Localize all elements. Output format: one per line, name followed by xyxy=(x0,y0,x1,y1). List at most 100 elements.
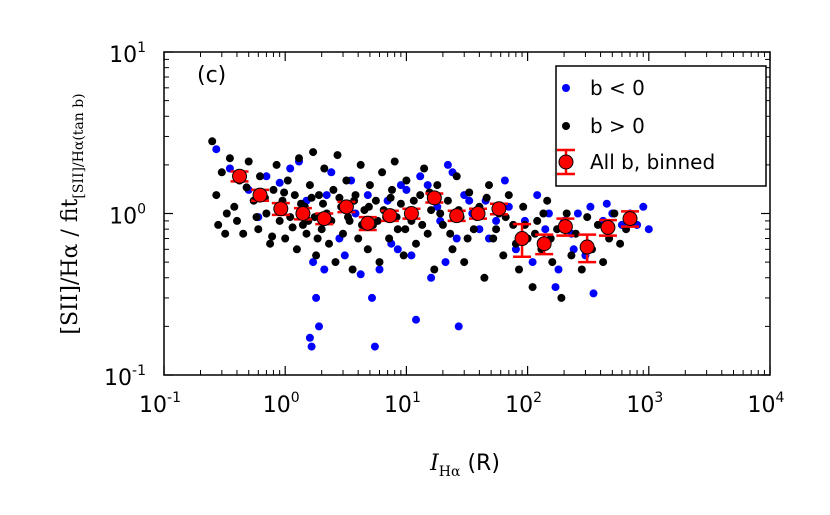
scatter-point xyxy=(423,229,432,238)
scatter-point xyxy=(569,245,578,254)
x-tick-exp: 1 xyxy=(412,390,421,406)
scatter-point xyxy=(602,199,611,208)
y-axis-label-sub: [SII]/Hα(tan b) xyxy=(71,93,87,198)
scatter-point xyxy=(557,293,566,302)
scatter-point xyxy=(482,193,491,202)
scatter-point xyxy=(221,229,230,238)
scatter-point xyxy=(485,181,493,190)
x-tick-base: 10 xyxy=(263,393,291,418)
scatter-point xyxy=(420,164,429,173)
scatter-point xyxy=(268,232,277,241)
scatter-point xyxy=(212,191,221,200)
x-tick-label: 103 xyxy=(626,390,663,418)
scatter-point xyxy=(412,239,420,248)
scatter-point xyxy=(433,181,442,190)
scatter-point xyxy=(252,213,261,222)
scatter-point xyxy=(331,258,340,267)
scatter-point xyxy=(269,185,278,194)
scatter-point xyxy=(465,196,474,205)
scatter-point xyxy=(416,191,425,200)
scatter-point xyxy=(290,191,299,200)
scatter-point xyxy=(233,216,241,225)
binned-point xyxy=(622,211,638,227)
scatter-point xyxy=(244,157,253,166)
scatter-point xyxy=(583,213,592,222)
binned-point xyxy=(403,206,419,221)
scatter-point xyxy=(402,176,411,185)
scatter-point xyxy=(319,199,327,208)
scatter-point xyxy=(544,209,553,218)
scatter-point xyxy=(401,225,410,234)
scatter-point xyxy=(286,164,295,173)
y-axis-label-main: [SII]/Hα / fit xyxy=(58,198,83,334)
scatter-point xyxy=(365,181,374,190)
x-tick-base: 10 xyxy=(626,393,654,418)
scatter-point xyxy=(342,176,351,185)
binned-point xyxy=(470,206,486,221)
binned-point xyxy=(338,199,354,215)
scatter-point xyxy=(452,234,461,243)
scatter-point xyxy=(489,234,498,243)
scatter-point xyxy=(354,234,363,243)
scatter-point xyxy=(610,209,619,218)
legend: b < 0 b > 0 All b, binned xyxy=(555,65,767,187)
scatter-point xyxy=(262,172,271,181)
x-tick-base: 10 xyxy=(748,393,776,418)
series-binned xyxy=(230,168,640,264)
scatter-point xyxy=(292,245,301,254)
binned-point xyxy=(514,231,530,247)
scatter-point xyxy=(407,251,416,260)
scatter-point xyxy=(356,270,365,279)
scatter-point xyxy=(340,251,349,260)
scatter-point xyxy=(539,209,548,218)
scatter-point xyxy=(436,209,445,218)
binned-point xyxy=(579,239,595,255)
panel-label: (c) xyxy=(197,63,226,88)
scatter-point xyxy=(256,172,264,181)
scatter-point xyxy=(275,216,284,225)
scatter-point xyxy=(528,258,537,267)
x-axis-label-sub: Hα xyxy=(439,464,461,480)
scatter-point xyxy=(511,245,520,254)
scatter-point xyxy=(312,251,321,260)
scatter-point xyxy=(363,191,372,200)
scatter-point xyxy=(460,258,469,267)
scatter-point xyxy=(452,172,461,181)
scatter-point xyxy=(475,225,484,234)
binned-point xyxy=(316,211,332,227)
scatter-point xyxy=(409,196,418,205)
y-tick-label: 101 xyxy=(109,40,146,68)
scatter-point xyxy=(239,229,248,238)
x-axis-label: IHα (R) xyxy=(429,451,500,480)
scatter-point xyxy=(309,258,318,267)
scatter-point xyxy=(312,293,321,302)
scatter-point xyxy=(368,293,376,302)
scatter-point xyxy=(222,209,231,218)
scatter-point xyxy=(438,220,447,229)
scatter-point xyxy=(373,216,382,225)
legend-marker-b-pos xyxy=(562,122,570,130)
y-axis-label: [SII]/Hα / fit[SII]/Hα(tan b) xyxy=(58,93,87,334)
scatter-point xyxy=(396,199,405,208)
scatter-point xyxy=(589,289,598,298)
scatter-point xyxy=(412,315,420,324)
binned-point xyxy=(557,219,573,235)
x-tick-exp: 4 xyxy=(776,390,785,406)
scatter-point xyxy=(504,191,513,200)
binned-point xyxy=(491,201,507,217)
scatter-point xyxy=(386,193,395,202)
scatter-point xyxy=(315,322,323,331)
scatter-point xyxy=(548,258,557,267)
scatter-point xyxy=(541,225,550,234)
y-tick-label: 10-1 xyxy=(104,363,146,391)
y-tick-exp: 0 xyxy=(137,202,146,218)
scatter-point xyxy=(639,202,648,211)
scatter-point xyxy=(302,229,311,238)
scatter-point xyxy=(519,202,528,211)
scatter-point xyxy=(275,178,284,187)
y-tick-base: 10 xyxy=(109,43,137,68)
scatter-point xyxy=(418,220,427,229)
y-tick-label: 100 xyxy=(109,202,146,230)
scatter-point xyxy=(297,199,305,208)
